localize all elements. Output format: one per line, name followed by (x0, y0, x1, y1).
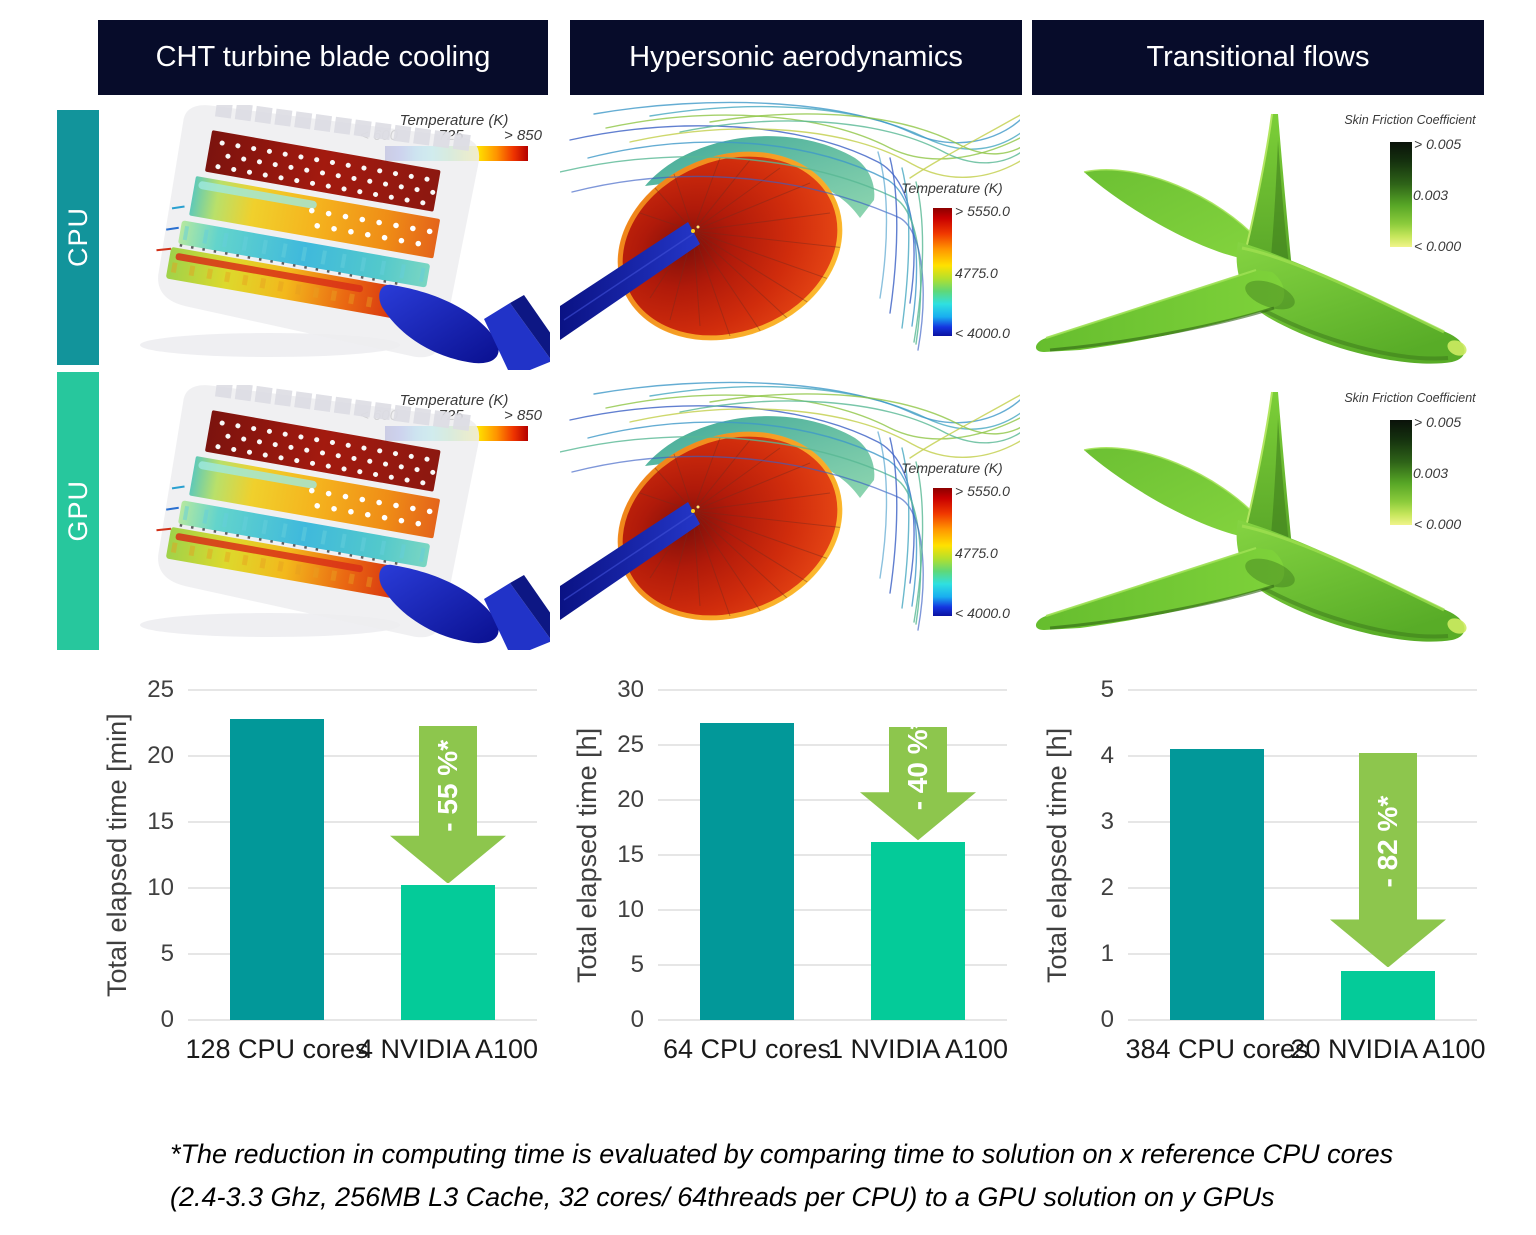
render-turbine-gpu (100, 385, 550, 650)
y-tick-label: 2 (1100, 874, 1114, 901)
plot-area: - 82 %* (1128, 689, 1477, 1021)
gridline (1128, 1019, 1477, 1021)
y-tick-label: 15 (147, 808, 174, 835)
gridline (1128, 953, 1477, 955)
gridline (658, 744, 1007, 746)
x-category-label: 1 NVIDIA A100 (827, 1034, 1009, 1064)
y-tick-label: 10 (147, 874, 174, 901)
y-tick-label: 25 (147, 676, 174, 703)
footnote: *The reduction in computing time is eval… (170, 1133, 1410, 1219)
gridline (658, 689, 1007, 691)
y-tick-label: 20 (147, 742, 174, 769)
x-category-label: 128 CPU cores (185, 1034, 369, 1064)
header-transitional: Transitional flows (1032, 20, 1484, 95)
chart-turbine: Total elapsed time [min] - 55 %* 0 5 10 15 2… (100, 676, 545, 1088)
render-capsule-gpu (560, 378, 1020, 653)
y-tick-label: 25 (617, 731, 644, 758)
arrow-label: - 55 %* (432, 739, 463, 832)
y-axis-title: Total elapsed time [h] (1042, 727, 1072, 983)
gridline (188, 821, 537, 823)
chart-transitional: Total elapsed time [h] - 82 %* 0 1 2 3 4 5 384… (1040, 676, 1486, 1088)
bar-gpu (870, 841, 966, 1020)
row-label-gpu-text: GPU (62, 480, 93, 542)
gridline (188, 689, 537, 691)
plot-area: - 55 %* (188, 689, 537, 1021)
y-tick-label: 5 (630, 951, 644, 978)
header-hypersonic: Hypersonic aerodynamics (570, 20, 1022, 95)
row-label-cpu: CPU (57, 110, 99, 365)
reduction-arrow: - 82 %* (1328, 752, 1448, 968)
y-tick-label: 15 (617, 841, 644, 868)
y-tick-label: 0 (630, 1006, 644, 1033)
chart-hypersonic: Total elapsed time [h] - 40 %* 0 5 10 15 20 2… (570, 676, 1015, 1088)
y-tick-label: 5 (1100, 676, 1114, 703)
bar-gpu (1340, 970, 1436, 1020)
row-label-gpu: GPU (57, 372, 99, 650)
bar-cpu (229, 719, 325, 1020)
arrow-label: - 82 %* (1372, 795, 1403, 887)
gridline (658, 799, 1007, 802)
gridline (658, 1019, 1007, 1021)
header-hypersonic-label: Hypersonic aerodynamics (629, 41, 963, 73)
row-label-cpu-text: CPU (62, 207, 93, 268)
bar-gpu (400, 884, 496, 1020)
y-tick-label: 0 (160, 1006, 174, 1033)
plot-area: - 40 %* (658, 689, 1007, 1021)
gridline (1128, 689, 1477, 691)
y-axis-title: Total elapsed time [min] (102, 713, 132, 997)
gridline (658, 854, 1007, 856)
gridline (1128, 821, 1477, 823)
y-tick-label: 4 (1100, 742, 1114, 769)
gridline (1128, 755, 1477, 757)
footnote-line-1: *The reduction in computing time is eval… (170, 1139, 1394, 1169)
bar-cpu (1169, 749, 1265, 1020)
gridline (188, 1019, 537, 1021)
header-transitional-label: Transitional flows (1146, 41, 1370, 73)
header-turbine-label: CHT turbine blade cooling (155, 41, 491, 73)
render-plane-gpu (1020, 388, 1490, 648)
reduction-arrow: - 55 %* (388, 725, 508, 884)
y-tick-label: 10 (617, 896, 644, 923)
y-tick-label: 30 (617, 676, 644, 703)
header-turbine: CHT turbine blade cooling (98, 20, 548, 95)
x-category-label: 4 NVIDIA A100 (357, 1034, 539, 1064)
gridline (1128, 887, 1477, 889)
render-turbine-cpu (100, 105, 550, 370)
bar-cpu (699, 723, 795, 1020)
footnote-line-2: (2.4-3.3 Ghz, 256MB L3 Cache, 32 cores/ … (170, 1182, 1275, 1212)
gridline (658, 909, 1007, 912)
y-tick-label: 0 (1100, 1006, 1114, 1033)
reduction-arrow: - 40 %* (858, 719, 978, 841)
y-tick-label: 3 (1100, 808, 1114, 835)
y-tick-label: 5 (160, 940, 174, 967)
gridline (188, 953, 537, 955)
arrow-label: - 40 %* (902, 719, 933, 811)
render-capsule-cpu (560, 98, 1020, 373)
x-category-label: 64 CPU cores (662, 1034, 832, 1064)
x-category-label: 20 NVIDIA A100 (1290, 1034, 1486, 1064)
y-tick-label: 1 (1100, 940, 1114, 967)
y-tick-label: 20 (617, 786, 644, 813)
gridline (188, 887, 537, 889)
gridline (658, 964, 1007, 967)
render-plane-cpu (1020, 110, 1490, 370)
x-category-label: 384 CPU cores (1125, 1034, 1309, 1064)
gridline (188, 755, 537, 757)
